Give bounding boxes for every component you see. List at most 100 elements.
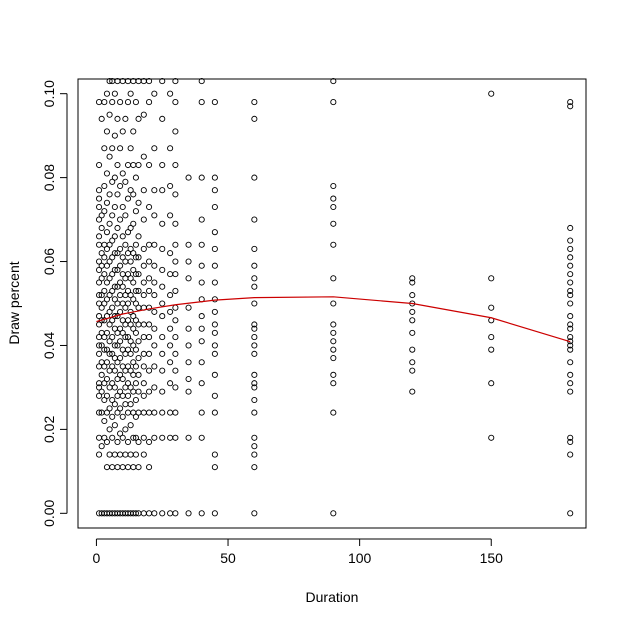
data-point	[198, 380, 205, 387]
data-point	[103, 90, 110, 97]
data-point	[132, 300, 139, 307]
data-point	[172, 161, 179, 169]
data-point	[96, 195, 103, 202]
data-point	[198, 359, 205, 366]
data-point	[567, 438, 574, 446]
data-point	[103, 392, 110, 399]
data-point	[211, 321, 218, 328]
data-point	[98, 275, 105, 282]
data-point	[135, 254, 142, 261]
data-point	[101, 182, 108, 190]
data-point	[140, 262, 147, 269]
data-point	[409, 279, 416, 286]
data-point	[106, 350, 113, 357]
data-point	[106, 191, 113, 198]
data-point	[114, 342, 121, 349]
data-point	[198, 409, 205, 416]
data-point	[124, 392, 132, 399]
data-point	[151, 262, 158, 269]
data-point	[101, 396, 108, 404]
data-point	[330, 354, 337, 362]
data-point	[151, 510, 158, 517]
data-point	[130, 325, 137, 332]
data-point	[330, 338, 337, 345]
data-point	[409, 292, 416, 299]
data-point	[111, 90, 118, 97]
data-point	[167, 90, 174, 97]
data-point	[159, 510, 166, 517]
data-point	[119, 233, 126, 240]
data-point	[109, 363, 116, 370]
data-point	[251, 396, 258, 404]
data-point	[127, 321, 134, 328]
data-point	[330, 371, 337, 378]
data-point	[167, 145, 174, 152]
data-point	[109, 287, 116, 294]
data-point	[119, 329, 126, 336]
data-point	[130, 434, 137, 441]
data-point	[106, 426, 113, 433]
data-point	[330, 203, 337, 211]
data-point	[567, 321, 574, 328]
data-point	[211, 510, 218, 517]
data-point	[135, 233, 142, 240]
data-point	[151, 212, 158, 219]
data-point	[146, 203, 153, 211]
data-point	[151, 384, 158, 391]
data-point	[251, 451, 258, 458]
data-point	[146, 321, 153, 328]
data-point	[111, 250, 118, 257]
data-point	[130, 191, 137, 198]
data-point	[98, 443, 105, 450]
data-point	[96, 279, 103, 286]
data-point	[151, 279, 158, 286]
data-point	[159, 115, 166, 122]
y-axis-label: Draw percent	[6, 261, 22, 344]
data-point	[106, 275, 113, 282]
data-point	[119, 413, 126, 420]
data-point	[103, 329, 110, 336]
data-point	[330, 99, 337, 106]
data-point	[124, 346, 132, 353]
data-point	[119, 170, 126, 177]
data-point	[101, 346, 108, 353]
data-point	[117, 430, 124, 437]
data-point	[130, 279, 137, 286]
data-point	[111, 132, 118, 139]
data-point	[124, 229, 132, 236]
data-point	[198, 279, 205, 286]
data-point	[135, 438, 142, 446]
data-point	[98, 224, 105, 232]
data-point	[151, 363, 158, 370]
data-point	[140, 434, 147, 441]
data-point	[135, 199, 142, 206]
x-tick-label: 0	[93, 550, 101, 566]
data-point	[98, 304, 105, 311]
data-point	[211, 342, 218, 349]
data-point	[132, 254, 139, 261]
data-point	[98, 292, 105, 299]
data-point	[109, 434, 116, 441]
data-point	[567, 313, 574, 320]
data-point	[211, 245, 218, 252]
data-point	[111, 342, 118, 349]
data-point	[159, 245, 166, 252]
data-point	[251, 99, 258, 106]
data-point	[567, 334, 574, 341]
data-point	[251, 174, 258, 181]
data-point	[109, 212, 116, 219]
data-point	[185, 342, 192, 349]
data-point	[103, 229, 110, 236]
data-point	[251, 275, 258, 282]
data-point	[109, 380, 116, 387]
data-point	[111, 367, 118, 374]
plot-frame	[77, 78, 587, 529]
data-point	[135, 287, 142, 294]
data-point	[146, 350, 153, 357]
data-point	[251, 384, 258, 391]
data-point	[132, 241, 139, 248]
data-point	[151, 187, 158, 194]
data-point	[130, 266, 137, 273]
data-point	[96, 203, 103, 211]
